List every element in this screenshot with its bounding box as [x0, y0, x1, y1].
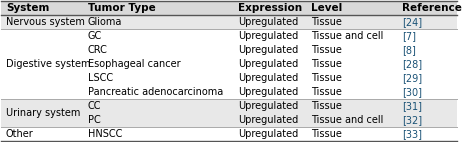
Text: System: System	[6, 3, 49, 13]
Text: [30]: [30]	[402, 87, 422, 97]
Text: LSCC: LSCC	[88, 73, 113, 83]
Text: Digestive system: Digestive system	[6, 59, 91, 69]
Text: Esophageal cancer: Esophageal cancer	[88, 59, 181, 69]
Text: HNSCC: HNSCC	[88, 129, 122, 139]
Text: Upregulated: Upregulated	[238, 101, 299, 111]
Text: [24]: [24]	[402, 17, 422, 27]
Text: CC: CC	[88, 101, 101, 111]
Text: Urinary system: Urinary system	[6, 108, 80, 118]
Text: Tissue: Tissue	[311, 87, 342, 97]
Text: CRC: CRC	[88, 45, 108, 55]
Bar	[1, 15, 457, 29]
Text: Upregulated: Upregulated	[238, 31, 299, 41]
Text: Upregulated: Upregulated	[238, 45, 299, 55]
Bar	[1, 85, 457, 99]
Text: Tissue: Tissue	[311, 45, 342, 55]
Text: Upregulated: Upregulated	[238, 115, 299, 125]
Bar	[1, 43, 457, 57]
Text: [33]: [33]	[402, 129, 422, 139]
Text: Tissue: Tissue	[311, 73, 342, 83]
Bar	[1, 57, 457, 71]
Bar	[1, 99, 457, 113]
Text: [8]: [8]	[402, 45, 416, 55]
Text: Glioma: Glioma	[88, 17, 122, 27]
Text: [29]: [29]	[402, 73, 422, 83]
Bar	[1, 29, 457, 43]
Text: [7]: [7]	[402, 31, 416, 41]
Text: Level: Level	[311, 3, 342, 13]
Text: PC: PC	[88, 115, 100, 125]
Text: Upregulated: Upregulated	[238, 87, 299, 97]
Text: Tissue: Tissue	[311, 101, 342, 111]
Text: Expression: Expression	[238, 3, 302, 13]
Text: Upregulated: Upregulated	[238, 59, 299, 69]
Text: Tissue and cell: Tissue and cell	[311, 115, 383, 125]
Text: Upregulated: Upregulated	[238, 73, 299, 83]
Text: [32]: [32]	[402, 115, 422, 125]
Text: Tissue and cell: Tissue and cell	[311, 31, 383, 41]
Text: Upregulated: Upregulated	[238, 129, 299, 139]
Text: [28]: [28]	[402, 59, 422, 69]
Bar	[1, 1, 457, 15]
Text: Tissue: Tissue	[311, 59, 342, 69]
Bar	[1, 127, 457, 141]
Text: GC: GC	[88, 31, 102, 41]
Text: Reference: Reference	[402, 3, 462, 13]
Text: Pancreatic adenocarcinoma: Pancreatic adenocarcinoma	[88, 87, 223, 97]
Text: [31]: [31]	[402, 101, 422, 111]
Bar	[1, 113, 457, 127]
Text: Other: Other	[6, 129, 34, 139]
Text: Upregulated: Upregulated	[238, 17, 299, 27]
Text: Tumor Type: Tumor Type	[88, 3, 155, 13]
Bar	[1, 71, 457, 85]
Text: Tissue: Tissue	[311, 129, 342, 139]
Text: Tissue: Tissue	[311, 17, 342, 27]
Text: Nervous system: Nervous system	[6, 17, 85, 27]
